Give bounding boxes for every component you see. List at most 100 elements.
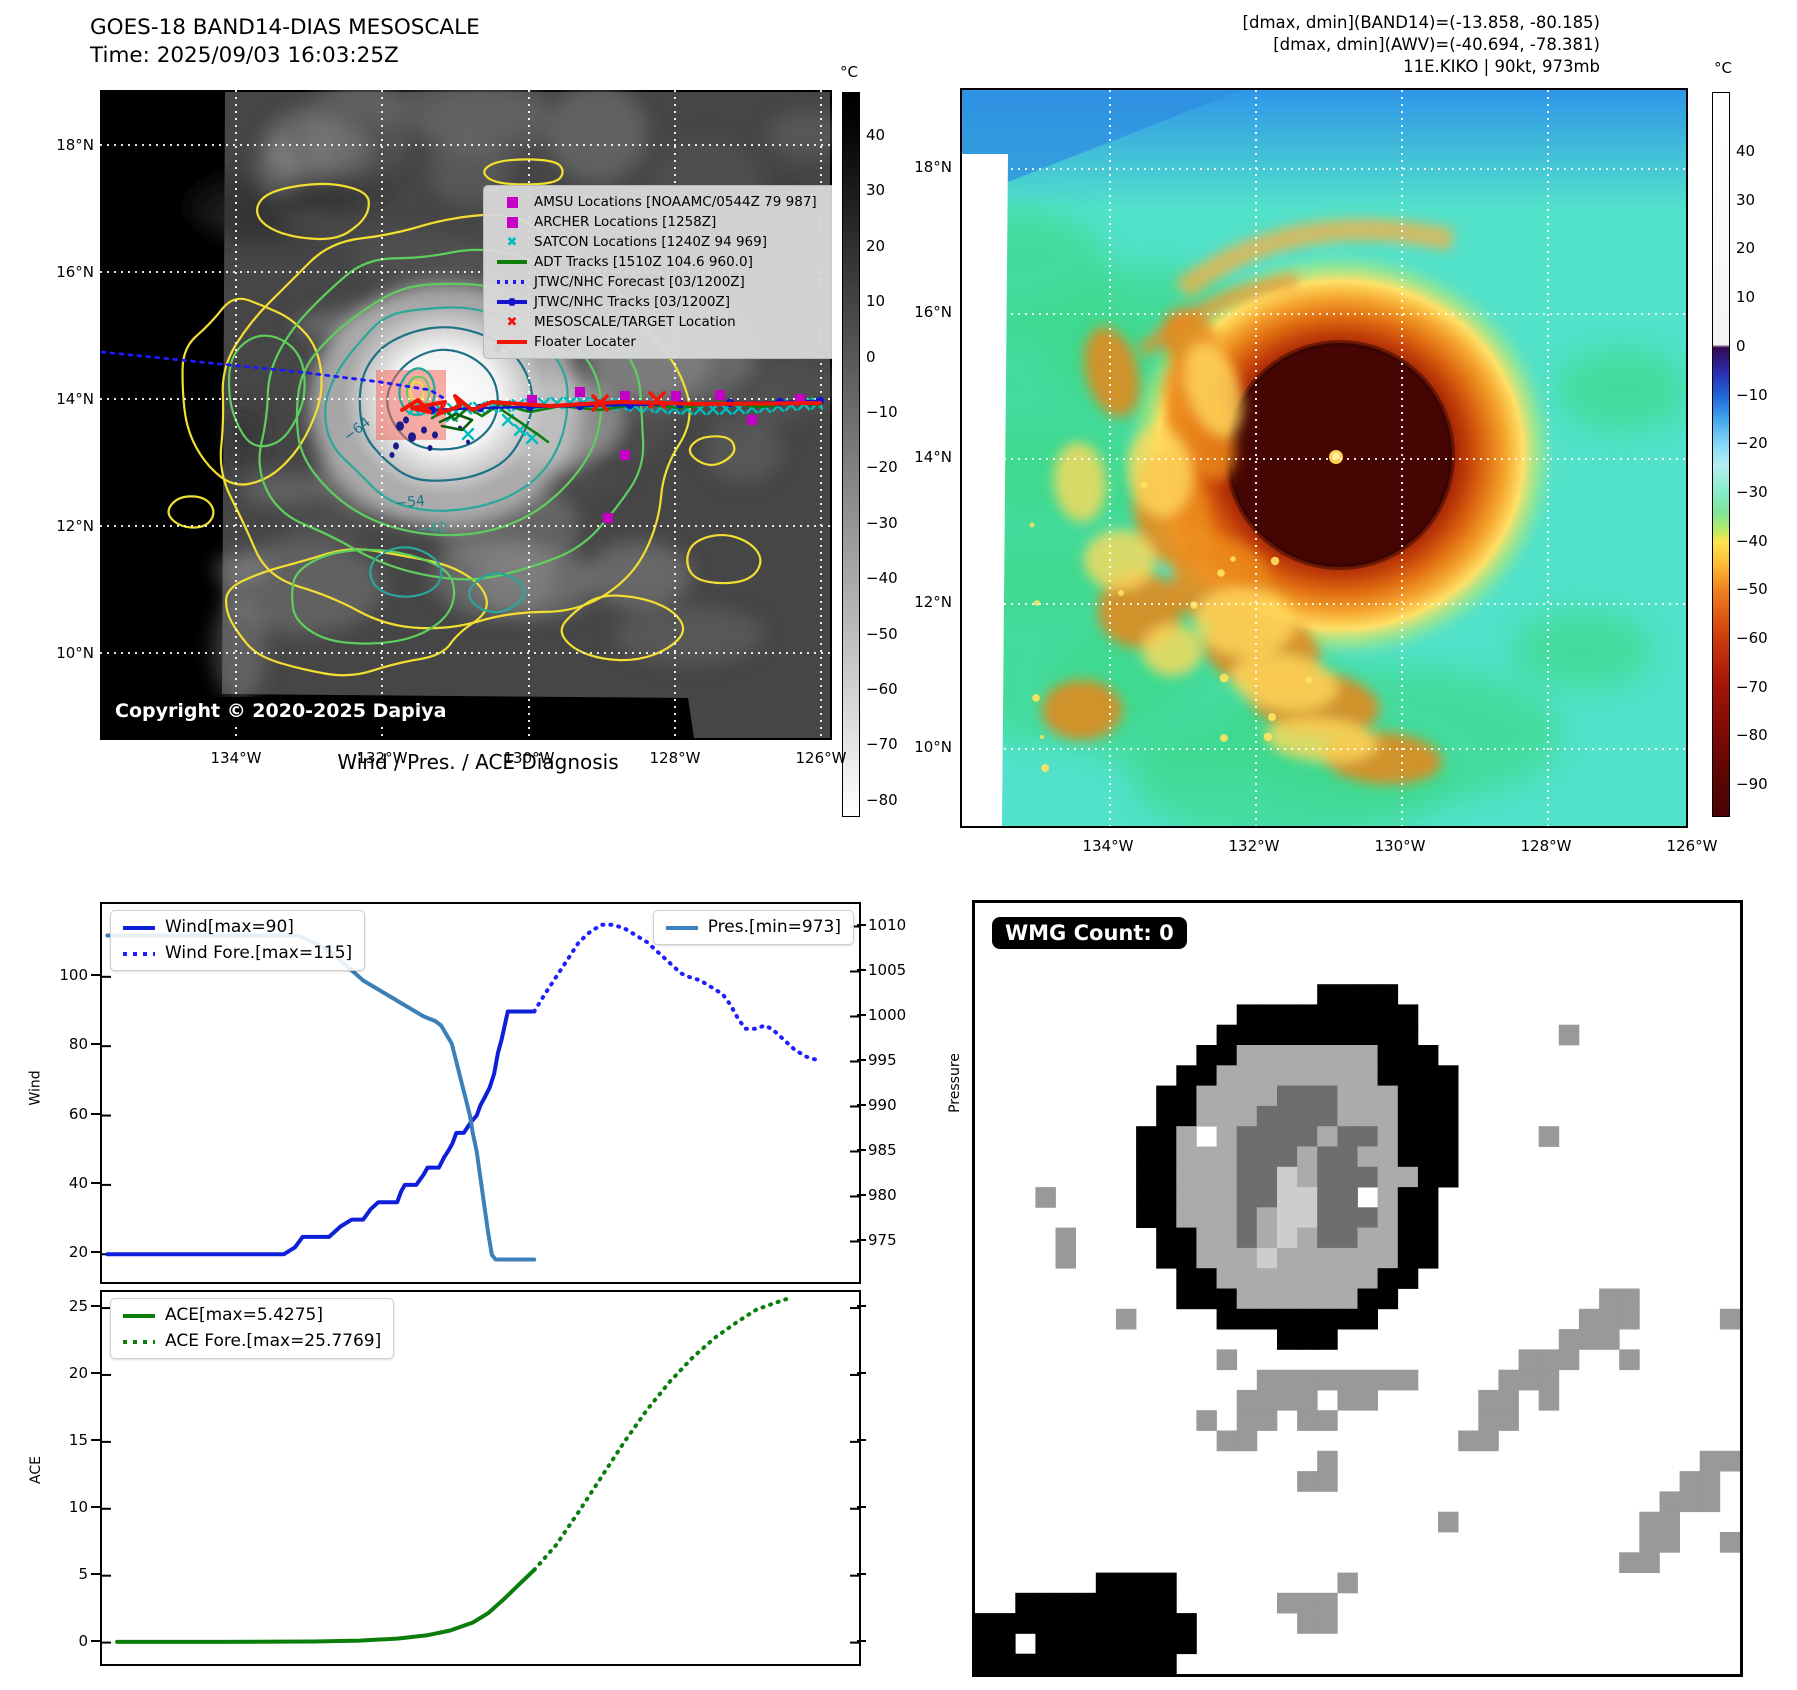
- tl-colorbar-tick: −80: [866, 790, 898, 809]
- colorbar-unit-right: °C: [1714, 59, 1732, 77]
- axis-tick: [857, 1438, 866, 1441]
- tr-lon-label: 132°W: [1228, 837, 1280, 855]
- wind-forecast-swatch: [123, 951, 155, 956]
- enhanced-ir-art: [962, 90, 1686, 826]
- svg-text:−54: −54: [395, 493, 426, 512]
- axis-tick: [91, 1305, 100, 1308]
- axis-tick: [91, 1572, 100, 1575]
- charts-title: Wind / Pres. / ACE Diagnosis: [337, 750, 619, 774]
- dotted-marker-icon: [490, 280, 534, 284]
- tr-colorbar-tick: 20: [1736, 239, 1756, 258]
- axis-tick: [91, 1251, 100, 1254]
- ace-legend: ACE[max=5.4275] ACE Fore.[max=25.7769]: [110, 1298, 395, 1359]
- ace-plot: [102, 1295, 859, 1644]
- legend-item-label: ARCHER Locations [1258Z]: [534, 214, 717, 230]
- axis-tick: [91, 973, 100, 976]
- axis-tick: [91, 1438, 100, 1441]
- axis-tick: [857, 1058, 866, 1061]
- tr-lat-label: 18°N: [914, 158, 952, 176]
- axis-tick: [857, 1103, 866, 1106]
- tl-colorbar-tick: 0: [866, 347, 876, 366]
- time-line: Time: 2025/09/03 16:03:25Z: [90, 43, 399, 68]
- tr-colorbar-tick: −10: [1736, 385, 1768, 404]
- chart-ytick-left: 80: [68, 1035, 88, 1054]
- legend-item-label: JTWC/NHC Tracks [03/1200Z]: [534, 294, 731, 310]
- wind-line-swatch: [123, 925, 155, 930]
- legend-item: AMSU Locations [NOAAMC/0544Z 79 987]: [490, 192, 832, 212]
- tr-colorbar-tick: −20: [1736, 434, 1768, 453]
- wmg-panel: WMG Count: 0: [972, 900, 1743, 1677]
- wind-forecast-legend-label: Wind Fore.[max=115]: [165, 943, 353, 963]
- chart-ytick-right: 995: [868, 1050, 897, 1069]
- tl-lon-label: 130°W: [503, 749, 555, 767]
- colorbar-unit-left: °C: [840, 63, 858, 81]
- tl-colorbar-tick: 20: [866, 236, 886, 255]
- wind-legend-label: Wind[max=90]: [165, 917, 294, 937]
- grayscale-colorbar: [842, 92, 860, 817]
- legend-item-label: SATCON Locations [1240Z 94 969]: [534, 234, 767, 250]
- tl-lat-label: 12°N: [56, 517, 94, 535]
- storm-header: [dmax, dmin](BAND14)=(-13.858, -80.185) …: [1000, 12, 1600, 78]
- line-marker-icon: [490, 260, 534, 264]
- tl-lon-label: 126°W: [795, 749, 847, 767]
- tr-lat-label: 10°N: [914, 738, 952, 756]
- tr-colorbar-tick: −70: [1736, 677, 1768, 696]
- legend-item-label: JTWC/NHC Forecast [03/1200Z]: [534, 274, 745, 290]
- tr-lat-label: 12°N: [914, 593, 952, 611]
- ace-legend-label: ACE[max=5.4275]: [165, 1305, 323, 1325]
- tr-lon-label: 128°W: [1520, 837, 1572, 855]
- wind-axis-label: Wind: [27, 1070, 44, 1106]
- tl-colorbar-tick: −20: [866, 458, 898, 477]
- legend-item-label: Floater Locater: [534, 334, 636, 350]
- tl-lon-label: 132°W: [356, 749, 408, 767]
- ace-forecast-legend-label: ACE Fore.[max=25.7769]: [165, 1331, 382, 1351]
- chart-ytick-right: 1010: [868, 915, 907, 934]
- axis-tick: [857, 923, 866, 926]
- ace-line-swatch: [123, 1313, 155, 1318]
- tl-lat-label: 14°N: [56, 390, 94, 408]
- tl-colorbar-tick: −10: [866, 403, 898, 421]
- tr-colorbar-tick: 30: [1736, 190, 1756, 209]
- tr-lat-label: 14°N: [914, 448, 952, 466]
- ace-forecast-swatch: [123, 1339, 155, 1344]
- tr-colorbar-tick: −60: [1736, 629, 1768, 647]
- map-legend: AMSU Locations [NOAAMC/0544Z 79 987] ARCH…: [483, 185, 832, 359]
- ir-map-band14: −64 −54 −42 AMSU Locations [NOAAMC/0544Z 7…: [100, 90, 832, 740]
- axis-tick: [857, 1371, 866, 1374]
- chart-ytick-left: 0: [78, 1631, 88, 1650]
- square-marker-icon: [490, 196, 534, 208]
- axis-tick: [857, 1305, 866, 1308]
- wind-pressure-chart: Wind[max=90] Wind Fore.[max=115] Pres.[m…: [100, 902, 861, 1284]
- tl-colorbar-tick: 10: [866, 292, 886, 311]
- x-marker-icon: ✖: [506, 234, 518, 250]
- tl-colorbar-tick: 30: [866, 181, 886, 200]
- tl-colorbar-tick: −50: [866, 624, 898, 643]
- wind-legend: Wind[max=90] Wind Fore.[max=115]: [110, 910, 366, 971]
- axis-tick: [857, 1238, 866, 1241]
- tr-lon-label: 134°W: [1082, 837, 1134, 855]
- wmg-pixel-grid: [975, 984, 1741, 1675]
- svg-text:−42: −42: [417, 520, 448, 538]
- chart-ytick-left: 100: [59, 965, 88, 984]
- tl-colorbar-tick: 40: [866, 126, 886, 144]
- tr-colorbar-tick: −30: [1736, 482, 1768, 501]
- chart-ytick-right: 1005: [868, 960, 907, 979]
- tr-lon-label: 130°W: [1374, 837, 1426, 855]
- legend-item-label: ADT Tracks [1510Z 104.6 960.0]: [534, 254, 753, 270]
- pressure-legend-label: Pres.[min=973]: [707, 917, 841, 937]
- tr-lon-label: 126°W: [1666, 837, 1718, 855]
- axis-tick: [857, 1193, 866, 1196]
- axis-tick: [91, 1112, 100, 1115]
- ace-axis-label: ACE: [27, 1456, 44, 1484]
- chart-ytick-left: 15: [68, 1430, 88, 1449]
- tr-colorbar-tick: −50: [1736, 580, 1768, 599]
- tl-colorbar-tick: −40: [866, 569, 898, 588]
- chart-ytick-right: 980: [868, 1185, 897, 1204]
- tl-lat-label: 18°N: [56, 136, 94, 154]
- chart-ytick-right: 975: [868, 1230, 897, 1249]
- legend-item: ARCHER Locations [1258Z]: [490, 212, 832, 232]
- pressure-axis-label: Pressure: [946, 1053, 963, 1113]
- legend-item: JTWC/NHC Tracks [03/1200Z]: [490, 292, 832, 312]
- pressure-legend: Pres.[min=973]: [652, 910, 854, 945]
